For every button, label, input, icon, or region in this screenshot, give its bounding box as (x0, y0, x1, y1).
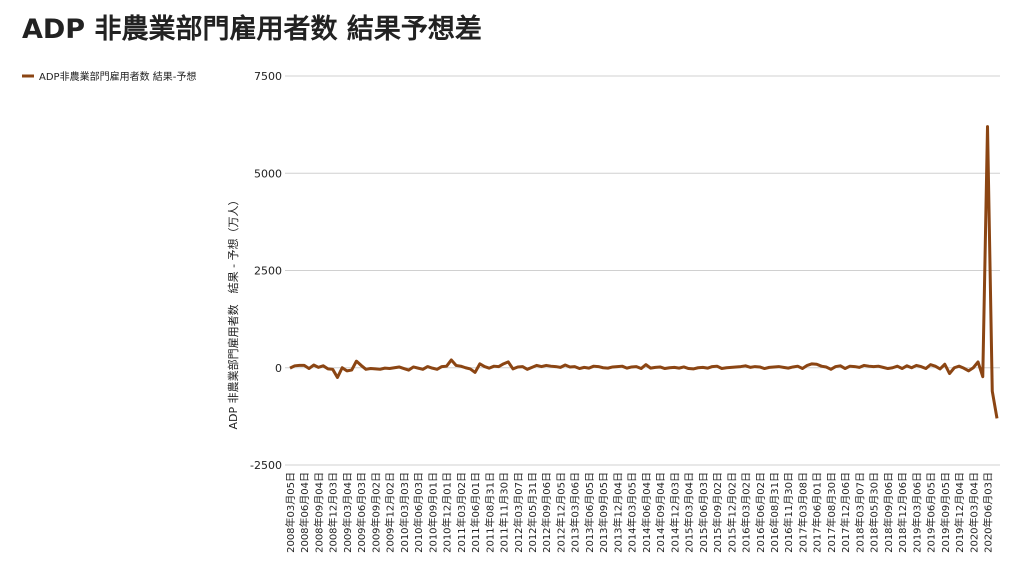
data-line (289, 125, 999, 419)
x-tick-label: 2008年09月04日 (312, 472, 325, 553)
x-tick-label: 2011年11月30日 (498, 472, 511, 553)
x-tick-label: 2012年09月06日 (540, 472, 553, 553)
x-tick-label: 2018年12月06日 (896, 472, 909, 553)
x-tick-label: 2018年05月30日 (868, 472, 881, 553)
x-tick-label: 2019年09月05日 (939, 472, 952, 553)
x-tick-label: 2013年03月06日 (569, 472, 582, 553)
x-tick-label: 2019年12月04日 (953, 472, 966, 553)
x-tick-label: 2016年11月30日 (782, 472, 795, 553)
x-tick-label: 2010年06月03日 (412, 472, 425, 553)
x-tick-label: 2012年12月05日 (554, 472, 567, 553)
y-tick-label: 0 (275, 362, 282, 375)
x-tick-label: 2017年03月08日 (796, 472, 809, 553)
x-tick-label: 2013年09月05日 (597, 472, 610, 553)
x-tick-label: 2019年06月05日 (925, 472, 938, 553)
x-tick-label: 2013年12月04日 (611, 472, 624, 553)
x-tick-label: 2016年08月31日 (768, 472, 781, 553)
x-tick-label: 2015年03月04日 (683, 472, 696, 553)
y-axis-label: ADP 非農業部門雇用者数 結果 - 予想（万人） (226, 194, 240, 429)
x-tick-label: 2008年12月03日 (327, 472, 340, 553)
x-tick-label: 2019年03月06日 (910, 472, 923, 553)
x-tick-label: 2018年09月06日 (882, 472, 895, 553)
x-tick-label: 2010年03月03日 (398, 472, 411, 553)
x-tick-label: 2008年03月05日 (284, 472, 297, 553)
x-tick-label: 2010年12月01日 (441, 472, 454, 553)
legend-label: ADP非農業部門雇用者数 結果-予想 (39, 70, 196, 83)
chart-title: ADP 非農業部門雇用者数 結果予想差 (22, 13, 482, 45)
y-tick-label: 5000 (254, 167, 282, 180)
x-tick-label: 2009年06月03日 (355, 472, 368, 553)
x-tick-label: 2010年09月01日 (426, 472, 439, 553)
x-tick-label: 2016年03月02日 (740, 472, 753, 553)
x-tick-label: 2011年08月31日 (483, 472, 496, 553)
x-tick-label: 2014年03月05日 (626, 472, 639, 553)
x-tick-label: 2018年03月07日 (853, 472, 866, 553)
x-tick-label: 2015年06月03日 (697, 472, 710, 553)
x-tick-label: 2013年06月05日 (583, 472, 596, 553)
x-tick-label: 2009年03月04日 (341, 472, 354, 553)
y-tick-label: -2500 (250, 459, 282, 472)
x-tick-label: 2020年03月04日 (967, 472, 980, 553)
x-tick-label: 2014年06月04日 (640, 472, 653, 553)
x-tick-label: 2009年12月02日 (384, 472, 397, 553)
x-tick-label: 2016年06月02日 (754, 472, 767, 553)
x-tick-label: 2011年03月02日 (455, 472, 468, 553)
x-tick-label: 2011年06月01日 (469, 472, 482, 553)
x-tick-label: 2020年06月03日 (982, 472, 995, 553)
x-tick-label: 2012年05月31日 (526, 472, 539, 553)
x-tick-label: 2008年06月04日 (298, 472, 311, 553)
x-tick-label: 2015年12月02日 (725, 472, 738, 553)
x-tick-label: 2015年09月02日 (711, 472, 724, 553)
y-tick-label: 2500 (254, 265, 282, 278)
legend: ADP非農業部門雇用者数 結果-予想 (22, 70, 196, 83)
x-tick-label: 2014年12月03日 (668, 472, 681, 553)
x-tick-label: 2012年03月07日 (512, 472, 525, 553)
x-tick-label: 2017年12月06日 (839, 472, 852, 553)
x-tick-label: 2014年09月04日 (654, 472, 667, 553)
y-tick-label: 7500 (254, 70, 282, 83)
x-tick-label: 2017年08月30日 (825, 472, 838, 553)
x-tick-label: 2009年09月02日 (369, 472, 382, 553)
x-tick-label: 2017年06月01日 (811, 472, 824, 553)
